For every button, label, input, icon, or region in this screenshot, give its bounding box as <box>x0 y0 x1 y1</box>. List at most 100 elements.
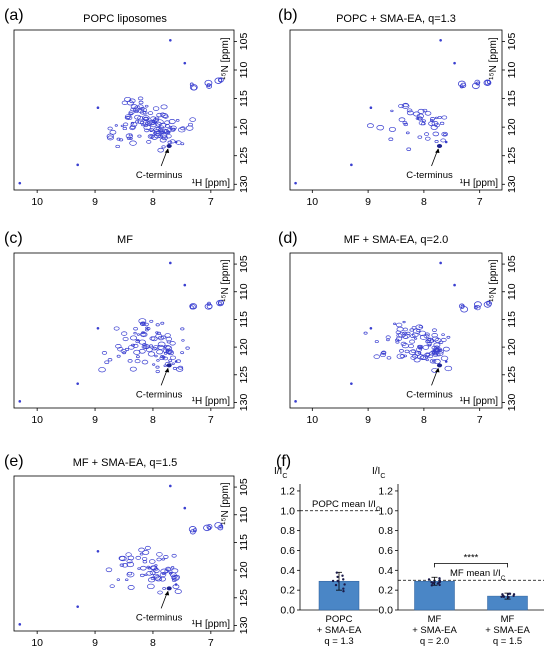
y-tick-label: 130 <box>238 617 250 635</box>
nmr-peak <box>170 355 176 360</box>
nmr-peak <box>178 127 186 133</box>
nmr-peak <box>172 366 177 370</box>
nmr-peak <box>415 347 423 352</box>
nmr-peak <box>386 338 390 342</box>
nmr-peak <box>395 322 403 328</box>
data-point <box>438 583 441 587</box>
nmr-peak <box>421 122 426 126</box>
nmr-peak <box>171 568 179 574</box>
x-tick-label: 9 <box>92 196 98 208</box>
y-axis-label: I/IC <box>372 466 385 480</box>
nmr-peak <box>171 566 175 569</box>
nmr-peak <box>171 553 177 558</box>
nmr-peak <box>164 345 173 351</box>
nmr-peak <box>138 318 147 324</box>
nmr-peak <box>441 115 448 120</box>
nmr-peak <box>369 326 373 330</box>
nmr-peak <box>180 327 185 331</box>
nmr-peak <box>446 335 451 339</box>
reference-label: MF mean I/IC <box>450 568 506 582</box>
nmr-peak <box>413 357 421 363</box>
nmr-peak <box>135 555 142 560</box>
nmr-peak <box>156 112 163 118</box>
y-axis-label: ¹⁵N [ppm] <box>488 37 499 80</box>
nmr-peak <box>149 344 154 348</box>
nmr-peak <box>440 337 447 342</box>
y-tick-label: 0.6 <box>280 545 295 557</box>
nmr-peak <box>175 119 180 122</box>
c-terminus-peak <box>166 144 172 148</box>
nmr-peak <box>173 574 181 580</box>
nmr-peak <box>425 358 429 362</box>
nmr-peak <box>159 137 167 143</box>
data-point <box>512 594 515 598</box>
nmr-peak <box>404 349 410 354</box>
nmr-peak <box>426 342 432 346</box>
data-point <box>427 578 431 581</box>
nmr-peak <box>431 359 435 363</box>
x-axis-label: ¹H [ppm] <box>192 178 231 189</box>
nmr-peak <box>126 561 135 568</box>
y-tick-label: 105 <box>506 33 518 51</box>
data-point <box>331 579 335 583</box>
nmr-peak <box>158 128 163 132</box>
nmr-peak <box>168 359 173 363</box>
nmr-peak <box>107 126 113 131</box>
nmr-peak <box>180 142 185 146</box>
panel-title: MF + SMA-EA, q=2.0 <box>344 234 449 246</box>
y-tick-label: 1.0 <box>378 505 393 517</box>
nmr-peak <box>142 550 150 555</box>
nmr-peak <box>443 132 447 136</box>
nmr-peak <box>399 354 406 359</box>
y-axis-label: ¹⁵N [ppm] <box>220 482 231 525</box>
nmr-peak <box>128 111 134 116</box>
nmr-peak <box>129 140 137 146</box>
y-tick-label: 105 <box>506 255 518 273</box>
data-point <box>508 592 512 595</box>
y-tick-label: 120 <box>238 561 250 579</box>
nmr-peak <box>164 124 171 128</box>
spectrum-panel-3: (d) MF + SMA-EA, q=2.0 10 9 8 7 105 110 115 120 12… <box>278 230 518 426</box>
nmr-peak <box>169 38 172 42</box>
plot-frame <box>13 252 235 409</box>
nmr-peak <box>191 85 197 91</box>
nmr-peak <box>169 341 176 346</box>
nmr-peak <box>434 140 439 144</box>
y-tick-label: 110 <box>506 283 518 300</box>
nmr-peak <box>155 323 160 327</box>
nmr-peak <box>160 321 165 325</box>
nmr-peak <box>154 121 162 127</box>
nmr-peak <box>127 359 133 363</box>
c-terminus-label: C-terminus <box>136 170 183 181</box>
nmr-peak <box>185 125 194 131</box>
nmr-peak <box>136 338 140 342</box>
nmr-peak <box>441 131 448 137</box>
nmr-peak <box>18 181 22 185</box>
data-point <box>342 587 345 590</box>
y-tick-label: 105 <box>238 255 250 273</box>
nmr-peak <box>474 79 481 85</box>
nmr-peak <box>422 345 430 350</box>
nmr-peak <box>406 108 413 113</box>
category-label: MF <box>501 614 515 625</box>
nmr-peak <box>474 305 481 311</box>
nmr-peak <box>434 345 440 350</box>
nmr-peak <box>436 348 441 351</box>
x-tick-label: 9 <box>92 637 98 649</box>
nmr-peak <box>144 128 150 133</box>
nmr-peak <box>121 331 128 336</box>
y-tick-label: 110 <box>238 283 250 300</box>
nmr-peak <box>119 555 127 562</box>
nmr-peak <box>160 130 166 134</box>
category-label: MF <box>428 614 442 625</box>
nmr-peak <box>76 163 79 167</box>
nmr-peak <box>120 348 127 354</box>
nmr-peak <box>398 117 406 123</box>
nmr-peak <box>171 574 178 579</box>
nmr-peak <box>105 567 113 573</box>
x-tick-label: 9 <box>365 414 371 426</box>
data-point <box>336 575 339 579</box>
data-point <box>438 577 441 580</box>
nmr-peak <box>417 108 425 114</box>
y-tick-label: 0.8 <box>378 525 393 537</box>
